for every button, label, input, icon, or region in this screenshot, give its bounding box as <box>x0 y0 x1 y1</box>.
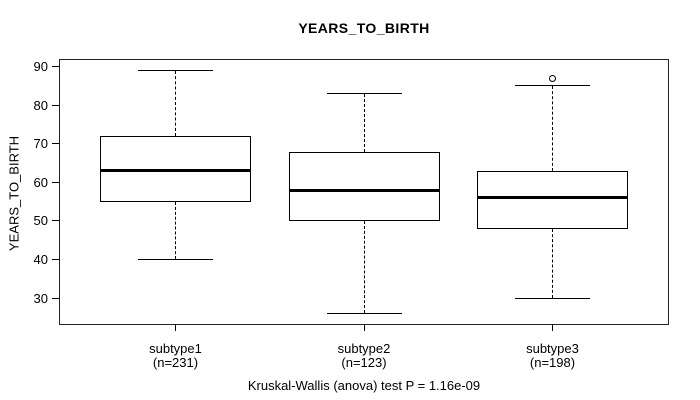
y-axis-tick-label: 50 <box>33 213 48 229</box>
y-axis-tick <box>52 143 59 145</box>
x-axis-tick <box>363 325 365 331</box>
iqr-box <box>100 136 251 202</box>
median-line <box>476 196 628 200</box>
upper-whisker-cap <box>138 70 213 72</box>
y-axis-tick <box>52 258 59 260</box>
chart-title: YEARS_TO_BIRTH <box>298 20 430 36</box>
y-axis-tick-label: 60 <box>33 174 48 190</box>
x-axis-tick <box>551 325 553 331</box>
y-axis-tick-label: 70 <box>33 136 48 152</box>
median-line <box>100 169 251 173</box>
upper-whisker-line <box>551 85 553 171</box>
upper-whisker-line <box>363 93 365 152</box>
category-label: subtype3 (n=198) <box>472 342 632 369</box>
iqr-box <box>288 151 440 221</box>
y-axis-tick-label: 30 <box>33 290 48 306</box>
y-axis-tick-label: 80 <box>33 97 48 113</box>
lower-whisker-line <box>363 220 365 314</box>
y-axis-tick-label: 90 <box>33 59 48 75</box>
y-axis-tick <box>52 297 59 299</box>
category-count: (n=198) <box>529 354 576 370</box>
category-count: (n=123) <box>341 354 387 370</box>
category-count: (n=231) <box>152 354 199 370</box>
median-line <box>288 188 440 192</box>
outlier-point <box>548 74 556 82</box>
category-name: subtype1 <box>149 341 202 356</box>
category-name: subtype2 <box>337 341 391 356</box>
upper-whisker-line <box>175 70 176 137</box>
lower-whisker-cap <box>514 297 590 299</box>
y-axis-tick <box>52 220 59 222</box>
iqr-box <box>476 170 628 229</box>
lower-whisker-cap <box>138 258 213 260</box>
y-axis-tick-label: 40 <box>33 251 48 267</box>
lower-whisker-cap <box>326 312 402 314</box>
category-name: subtype3 <box>526 341 579 356</box>
y-axis-tick <box>52 66 59 68</box>
lower-whisker-line <box>551 228 553 298</box>
upper-whisker-cap <box>514 85 590 87</box>
lower-whisker-line <box>175 201 176 260</box>
upper-whisker-cap <box>326 93 402 95</box>
x-axis-tick <box>175 325 176 331</box>
y-axis-tick <box>52 104 59 106</box>
stat-test-caption: Kruskal-Wallis (anova) test P = 1.16e-09 <box>247 378 481 393</box>
category-label: subtype1 (n=231) <box>96 342 256 369</box>
category-label: subtype2 (n=123) <box>284 342 444 369</box>
y-axis-tick <box>52 181 59 183</box>
